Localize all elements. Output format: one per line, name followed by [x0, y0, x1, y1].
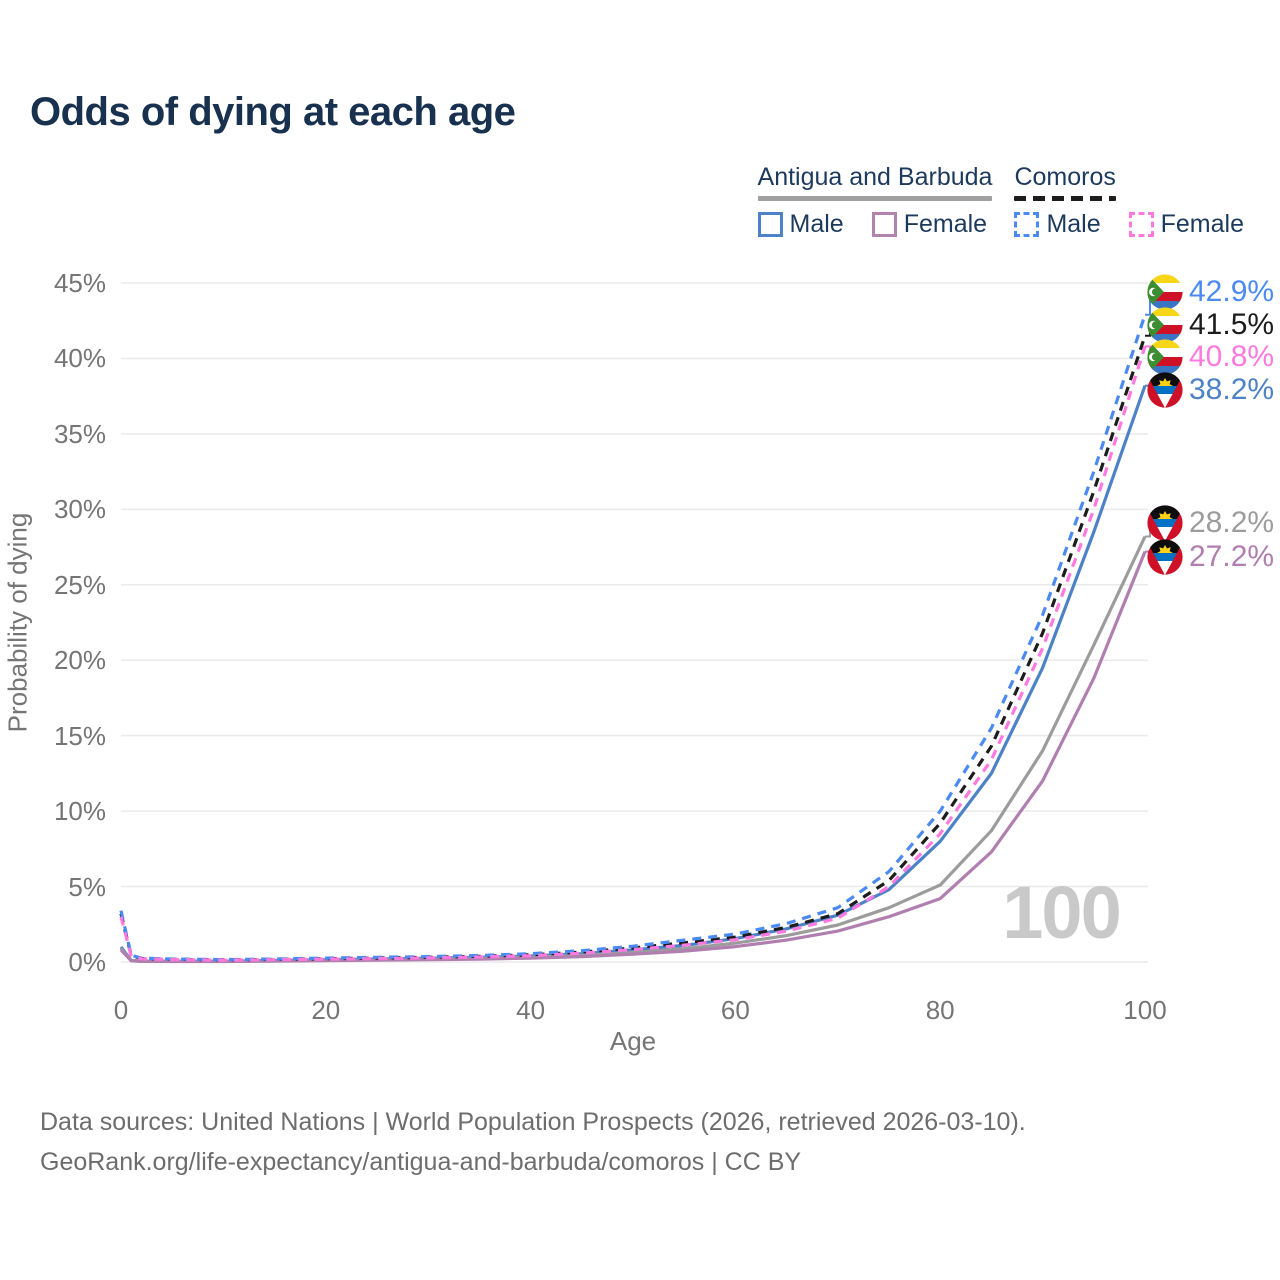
- end-label-antigua-male: 38.2%: [1147, 372, 1274, 408]
- y-tick-label: 15%: [53, 720, 106, 751]
- y-tick-label: 35%: [53, 418, 106, 449]
- series-line-comoros-female: [119, 345, 1147, 962]
- attribution-line: GeoRank.org/life-expectancy/antigua-and-…: [40, 1148, 802, 1176]
- legend-item-label: Female: [903, 210, 988, 238]
- comoros-flag-icon: [1147, 307, 1183, 343]
- legend-country-label: Comoros: [1014, 163, 1116, 191]
- solid-square-swatch-icon: [757, 212, 783, 237]
- antigua-and-barbuda-flag-icon: [1147, 539, 1183, 575]
- end-label-value: 41.5%: [1189, 308, 1275, 341]
- end-label-value: 28.2%: [1189, 506, 1275, 539]
- y-tick-label: 25%: [53, 569, 106, 600]
- page-title: Odds of dying at each age: [30, 90, 516, 134]
- age-watermark: 100: [1002, 871, 1121, 954]
- y-axis-title: Probability of dying: [2, 512, 33, 733]
- antigua-and-barbuda-flag-icon: [1147, 505, 1183, 541]
- legend-country-label: Antigua and Barbuda: [757, 163, 993, 191]
- x-tick-label: 20: [311, 995, 341, 1025]
- legend-group-comoros: Comoros Male Female: [1014, 163, 1244, 239]
- x-axis-title: Age: [609, 1026, 657, 1056]
- legend-item-comoros-female: Female: [1128, 210, 1244, 239]
- end-label-comoros-female: 40.8%: [1147, 339, 1274, 375]
- x-tick-label: 80: [925, 995, 955, 1025]
- comoros-flag-icon: [1147, 339, 1183, 375]
- chart-legend: Antigua and Barbuda Male Female Comoros: [757, 163, 1244, 239]
- series-line-comoros-male: [119, 314, 1147, 962]
- legend-item-antigua-female: Female: [871, 210, 988, 239]
- end-label-value: 40.8%: [1189, 340, 1275, 373]
- legend-item-comoros-male: Male: [1014, 210, 1101, 239]
- solid-square-swatch-icon: [871, 212, 897, 237]
- comoros-flag-icon: [1147, 274, 1183, 310]
- dashed-square-swatch-icon: [1128, 212, 1154, 237]
- x-tick-label: 100: [1123, 995, 1167, 1025]
- series-line-antigua-male: [119, 385, 1147, 963]
- legend-dashed-line-sample: [1014, 196, 1116, 201]
- x-tick-label: 0: [113, 995, 129, 1025]
- y-tick-label: 10%: [53, 796, 106, 827]
- x-tick-label: 40: [516, 995, 546, 1025]
- y-tick-label: 5%: [68, 871, 106, 902]
- antigua-and-barbuda-flag-icon: [1147, 372, 1183, 408]
- legend-item-label: Male: [789, 210, 844, 238]
- data-source-line: Data sources: United Nations | World Pop…: [40, 1108, 1026, 1136]
- end-label-antigua-both: 28.2%: [1147, 505, 1274, 541]
- legend-item-label: Male: [1046, 210, 1101, 238]
- y-tick-label: 30%: [53, 494, 106, 525]
- end-label-comoros-both: 41.5%: [1147, 307, 1274, 343]
- series-line-comoros-both: [119, 335, 1147, 962]
- legend-country-comoros: Comoros: [1014, 163, 1116, 201]
- end-label-value: 38.2%: [1189, 373, 1275, 406]
- legend-item-label: Female: [1160, 210, 1244, 238]
- legend-group-antigua: Antigua and Barbuda Male Female: [757, 163, 993, 239]
- legend-item-antigua-male: Male: [757, 210, 844, 239]
- y-tick-label: 20%: [53, 645, 106, 676]
- end-label-antigua-female: 27.2%: [1147, 539, 1274, 575]
- y-tick-label: 45%: [53, 267, 106, 298]
- end-label-value: 27.2%: [1189, 540, 1275, 573]
- legend-solid-line-sample: [757, 196, 993, 201]
- end-label-value: 42.9%: [1189, 275, 1275, 308]
- legend-country-antigua: Antigua and Barbuda: [757, 163, 993, 201]
- dashed-square-swatch-icon: [1014, 212, 1040, 237]
- y-tick-label: 40%: [53, 343, 106, 374]
- end-label-comoros-male: 42.9%: [1147, 274, 1274, 310]
- y-tick-label: 0%: [68, 947, 106, 977]
- x-tick-label: 60: [720, 995, 750, 1025]
